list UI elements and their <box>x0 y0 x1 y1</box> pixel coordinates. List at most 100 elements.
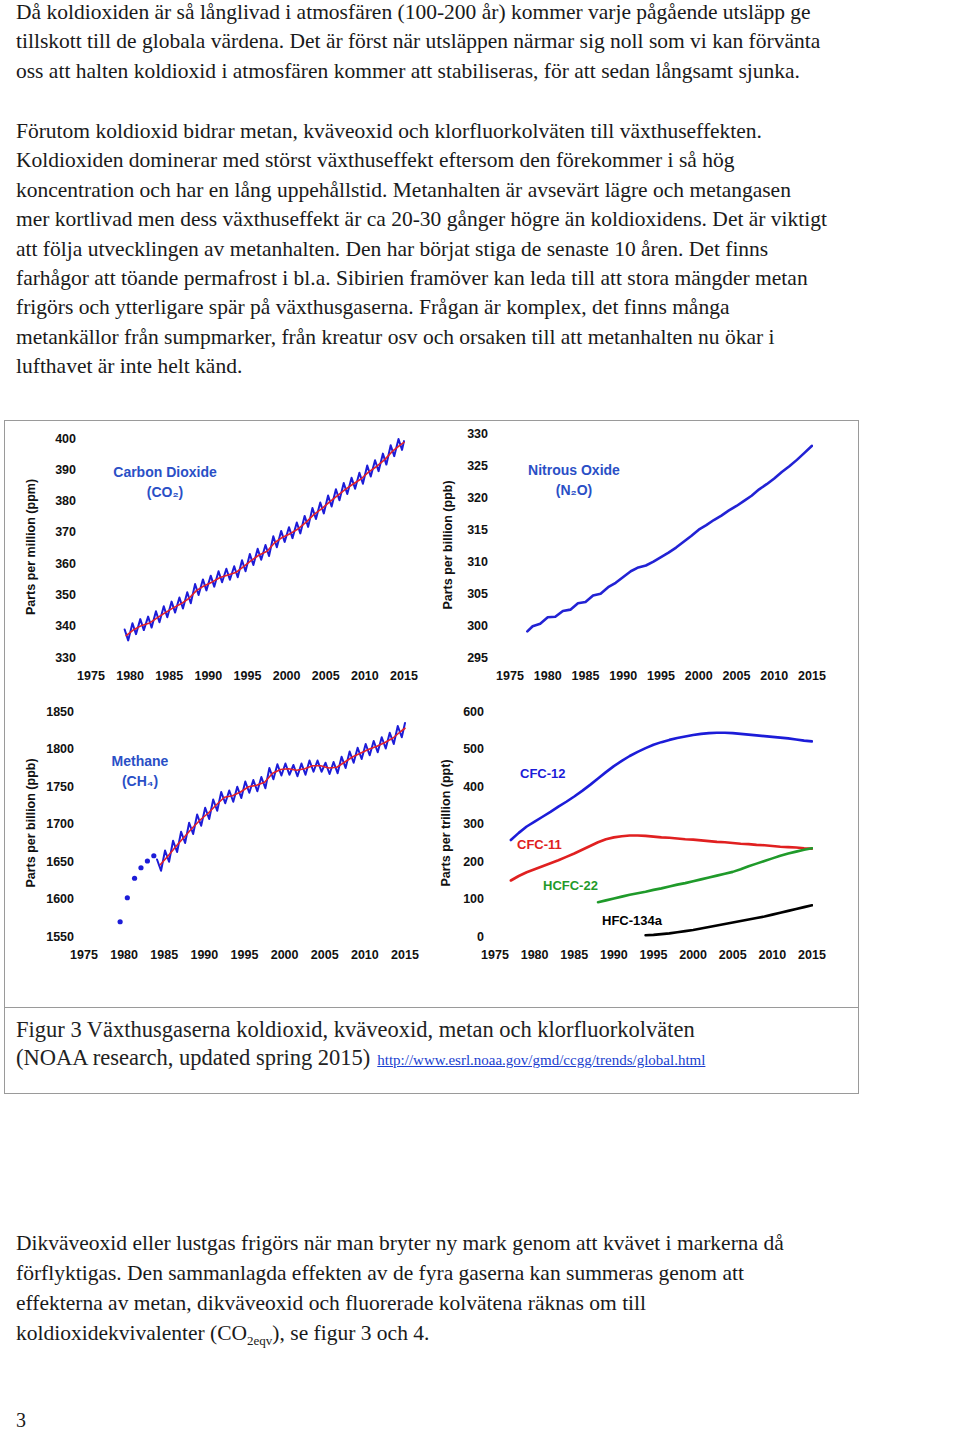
text-line: koldioxidekvivalenter (CO2eqv), se figur… <box>16 1320 429 1346</box>
x-tick-label: 2000 <box>273 669 301 683</box>
text-line: effekterna av metan, dikväveoxid och flu… <box>16 1290 646 1316</box>
text-line: förflyktigas. Den sammanlagda effekten a… <box>16 1260 744 1286</box>
x-tick-label: 1985 <box>150 948 178 962</box>
text-line: metankällor från sumpmarker, från kreatu… <box>16 324 775 350</box>
y-tick-label: 320 <box>467 491 488 505</box>
y-tick-label: 330 <box>467 427 488 441</box>
data-line <box>126 442 404 635</box>
data-point <box>118 919 123 924</box>
x-tick-label: 1975 <box>77 669 105 683</box>
text-line: Då koldioxiden är så långlivad i atmosfä… <box>16 0 811 25</box>
text-line: koncentration och har en lång uppehållst… <box>16 177 791 203</box>
x-tick-label: 1995 <box>647 669 675 683</box>
data-line <box>646 905 812 935</box>
series-label: CFC-12 <box>520 766 566 781</box>
text-line: frigörs och ytterligare spär på växthusg… <box>16 294 729 320</box>
data-point <box>125 895 130 900</box>
data-point <box>138 865 143 870</box>
y-tick-label: 1800 <box>46 742 74 756</box>
x-tick-label: 2010 <box>351 669 379 683</box>
caption-line: (NOAA research, updated spring 2015) http… <box>16 1044 705 1074</box>
text-line: lufthavet är inte helt känd. <box>16 353 242 379</box>
x-tick-label: 1980 <box>116 669 144 683</box>
y-tick-label: 300 <box>467 619 488 633</box>
x-tick-label: 2015 <box>390 669 418 683</box>
y-axis-title: Parts per trillion (ppt) <box>439 759 453 886</box>
chart: 0100200300400500600197519801985199019952… <box>439 705 826 963</box>
figure-frame <box>5 421 859 1094</box>
caption-separator <box>5 1007 859 1008</box>
x-tick-label: 1990 <box>190 948 218 962</box>
y-tick-label: 390 <box>55 463 76 477</box>
y-tick-label: 380 <box>55 494 76 508</box>
y-tick-label: 330 <box>55 651 76 665</box>
caption-text: Figur 3 Växthusgaserna koldioxid, kväveo… <box>16 1017 695 1042</box>
x-tick-label: 2015 <box>798 669 826 683</box>
chart-title: Methane <box>112 753 169 769</box>
x-tick-label: 1975 <box>481 948 509 962</box>
x-tick-label: 1985 <box>572 669 600 683</box>
chart: 2953003053103153203253301975198019851990… <box>441 427 826 684</box>
y-tick-label: 1750 <box>46 780 74 794</box>
chart-title: (N₂O) <box>556 482 593 498</box>
x-tick-label: 1975 <box>496 669 524 683</box>
series-label: HFC-134a <box>602 913 663 928</box>
plot-area <box>527 446 812 632</box>
text-line: oss att halten koldioxid i atmosfären ko… <box>16 58 800 84</box>
x-tick-label: 1975 <box>70 948 98 962</box>
data-line <box>511 733 812 840</box>
text-line: att följa utvecklingen av metanhalten. D… <box>16 236 768 262</box>
plot-area <box>118 723 405 924</box>
x-tick-label: 2000 <box>679 948 707 962</box>
page-number: 3 <box>16 1407 26 1432</box>
chart: 1550160016501700175018001850197519801985… <box>24 705 419 963</box>
x-tick-label: 2005 <box>311 948 339 962</box>
x-tick-label: 2010 <box>758 948 786 962</box>
text-line: Koldioxiden dominerar med störst växthus… <box>16 147 734 173</box>
y-tick-label: 1600 <box>46 892 74 906</box>
y-tick-label: 400 <box>463 780 484 794</box>
y-tick-label: 500 <box>463 742 484 756</box>
x-tick-label: 1990 <box>600 948 628 962</box>
y-tick-label: 350 <box>55 588 76 602</box>
x-tick-label: 1995 <box>234 669 262 683</box>
text-line: Dikväveoxid eller lustgas frigörs när ma… <box>16 1230 784 1256</box>
data-line <box>598 848 812 902</box>
caption-text: (NOAA research, updated spring 2015) <box>16 1045 370 1070</box>
x-tick-label: 2005 <box>719 948 747 962</box>
y-tick-label: 300 <box>463 817 484 831</box>
text-run: ), se figur 3 och 4. <box>272 1321 429 1345</box>
data-point <box>151 853 156 858</box>
y-tick-label: 600 <box>463 705 484 719</box>
y-tick-label: 325 <box>467 459 488 473</box>
y-tick-label: 360 <box>55 557 76 571</box>
link[interactable]: http://www.esrl.noaa.gov/gmd/ccgg/trends… <box>377 1052 705 1068</box>
y-tick-label: 200 <box>463 855 484 869</box>
x-tick-label: 1980 <box>534 669 562 683</box>
chart-title: (CO₂) <box>147 484 184 500</box>
data-line <box>511 836 812 881</box>
text-line: tillskott till de globala värdena. Det ä… <box>16 28 820 54</box>
x-tick-label: 2005 <box>723 669 751 683</box>
chart-title: Nitrous Oxide <box>528 462 620 478</box>
y-tick-label: 315 <box>467 523 488 537</box>
y-axis-title: Parts per million (ppm) <box>24 479 38 615</box>
x-tick-label: 2015 <box>391 948 419 962</box>
data-line <box>527 446 812 632</box>
x-tick-label: 1990 <box>194 669 222 683</box>
y-tick-label: 305 <box>467 587 488 601</box>
data-point <box>145 858 150 863</box>
y-tick-label: 340 <box>55 619 76 633</box>
chart-title: Carbon Dioxide <box>113 464 217 480</box>
x-tick-label: 2000 <box>685 669 713 683</box>
x-tick-label: 1980 <box>521 948 549 962</box>
x-tick-label: 1985 <box>155 669 183 683</box>
x-tick-label: 1995 <box>640 948 668 962</box>
data-point <box>132 876 137 881</box>
chart-title: (CH₄) <box>122 773 158 789</box>
y-tick-label: 1550 <box>46 930 74 944</box>
x-tick-label: 1985 <box>560 948 588 962</box>
y-tick-label: 0 <box>477 930 484 944</box>
text-line: Förutom koldioxid bidrar metan, kväveoxi… <box>16 118 762 144</box>
x-tick-label: 1990 <box>609 669 637 683</box>
